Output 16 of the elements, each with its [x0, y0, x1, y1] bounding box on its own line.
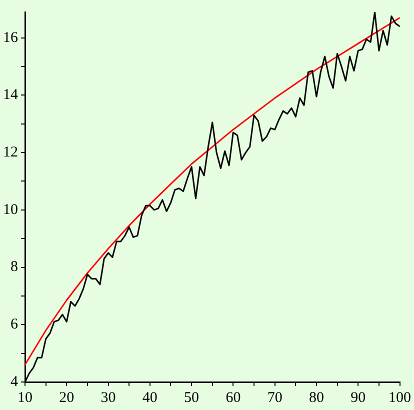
x-tick-label: 70 [267, 390, 282, 406]
y-tick-label: 4 [10, 374, 18, 390]
x-tick-label: 100 [388, 390, 411, 406]
x-tick-label: 40 [142, 390, 158, 406]
x-tick-label: 20 [59, 390, 74, 406]
y-tick-label: 16 [3, 30, 18, 46]
y-tick-label: 12 [3, 144, 18, 160]
y-tick-label: 8 [10, 259, 18, 276]
y-tick-label: 14 [3, 87, 18, 104]
y-tick-label: 10 [3, 202, 18, 218]
x-tick-label: 90 [350, 390, 366, 406]
x-tick-label: 60 [226, 390, 241, 406]
x-tick-label: 30 [100, 390, 116, 406]
y-tick-label: 6 [10, 316, 18, 333]
x-tick-label: 50 [184, 390, 200, 406]
x-tick-label: 80 [308, 390, 324, 406]
